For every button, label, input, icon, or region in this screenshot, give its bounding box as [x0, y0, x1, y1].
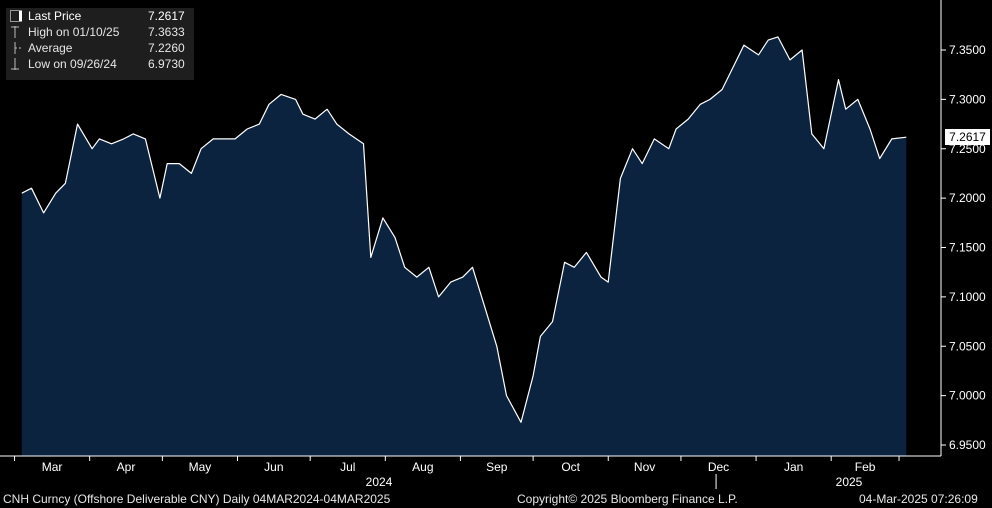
y-tick-label: 7.0500	[949, 339, 986, 353]
legend-label: Last Price	[28, 9, 82, 23]
legend-value: 7.2260	[148, 41, 185, 55]
x-tick-label: Nov	[634, 460, 655, 474]
x-tick-label: Jul	[340, 460, 355, 474]
price-line	[21, 36, 907, 423]
legend-low: Low on 09/26/24 6.9730	[6, 56, 194, 72]
x-tick-label: Oct	[561, 460, 580, 474]
x-tick-label: Mar	[42, 460, 63, 474]
legend-label: Average	[28, 41, 73, 55]
y-tick-label: 7.2000	[949, 191, 986, 205]
y-tick-label: 7.1500	[949, 241, 986, 255]
y-tick-label: 7.0000	[949, 389, 986, 403]
year-label: 2025	[836, 475, 863, 489]
legend-value: 7.3633	[148, 25, 185, 39]
chart-legend: Last Price 7.2617 High on 01/10/25 7.363…	[6, 8, 194, 80]
legend-average: Average 7.2260	[6, 40, 194, 56]
legend-square-icon	[10, 10, 22, 22]
x-tick-label: Dec	[708, 460, 729, 474]
legend-value: 7.2617	[148, 9, 185, 23]
x-tick-label: Jun	[264, 460, 283, 474]
average-marker-icon	[14, 42, 22, 54]
high-marker-icon	[11, 26, 19, 38]
legend-last-price: Last Price 7.2617	[6, 8, 194, 24]
legend-value: 6.9730	[148, 57, 185, 71]
x-tick-label: Apr	[117, 460, 136, 474]
x-tick-label: Sep	[486, 460, 508, 474]
x-tick-label: Feb	[855, 460, 876, 474]
legend-label: High on 01/10/25	[28, 25, 120, 39]
x-tick-label: Jan	[784, 460, 803, 474]
legend-label: Low on 09/26/24	[28, 57, 117, 71]
chart-footer: CNH Curncy (Offshore Deliverable CNY) Da…	[0, 491, 992, 508]
x-tick-label: Aug	[412, 460, 433, 474]
last-price-tag: 7.2617	[945, 129, 990, 145]
y-tick-label: 6.9500	[949, 438, 986, 452]
y-tick-label: 7.2500	[949, 142, 986, 156]
price-area	[21, 36, 907, 457]
timestamp: 04-Mar-2025 07:26:09	[859, 492, 978, 506]
ticker-description: CNH Curncy (Offshore Deliverable CNY) Da…	[3, 492, 391, 506]
x-tick-label: May	[189, 460, 212, 474]
y-tick-label: 7.3500	[949, 43, 986, 57]
year-label: 2024	[366, 475, 393, 489]
y-tick-label: 7.3000	[949, 92, 986, 106]
y-tick-label: 7.1000	[949, 290, 986, 304]
legend-high: High on 01/10/25 7.3633	[6, 24, 194, 40]
x-axis-ticks: Mar Apr May Jun Jul Aug Sep Oct Nov Dec Jan Feb 2024…	[14, 456, 900, 489]
copyright-notice: Copyright© 2025 Bloomberg Finance L.P.	[517, 492, 738, 506]
low-marker-icon	[11, 58, 19, 70]
y-axis-ticks: 6.9500 7.0000 7.0500 7.1000 7.1500 7.2000 7.25…	[941, 43, 986, 452]
